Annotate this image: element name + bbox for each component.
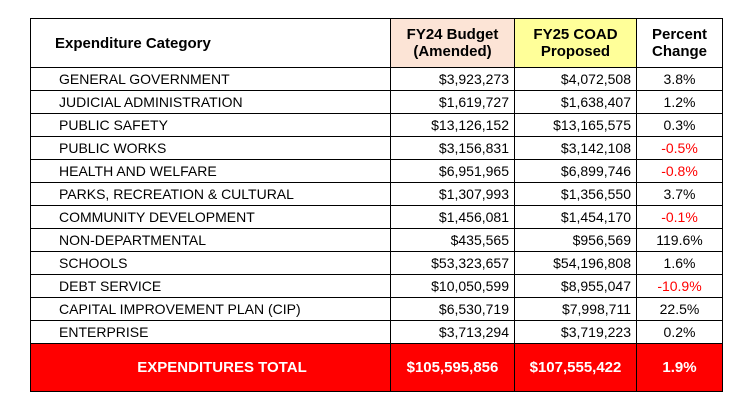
table-body: GENERAL GOVERNMENT $3,923,273 $4,072,508 3.… — [30, 67, 723, 392]
expenditure-table: Expenditure Category FY24 Budget (Amended)… — [30, 18, 723, 392]
data-row: SCHOOLS $53,323,657 $54,196,808 1.6% — [30, 251, 723, 275]
value-cell: $6,530,719 — [390, 297, 515, 321]
value-cell: $3,156,831 — [390, 136, 515, 160]
value-cell: -0.8% — [636, 159, 723, 183]
value-cell: $1,307,993 — [390, 182, 515, 206]
header-line: Change — [651, 43, 707, 60]
category-cell: NON-DEPARTMENTAL — [30, 228, 391, 252]
value-cell: 1.6% — [636, 251, 723, 275]
value-cell: $3,719,223 — [514, 320, 637, 344]
category-cell: PUBLIC WORKS — [30, 136, 391, 160]
column-header: FY25 COAD Proposed — [514, 18, 637, 68]
category-cell: CAPITAL IMPROVEMENT PLAN (CIP) — [30, 297, 391, 321]
data-row: ENTERPRISE $3,713,294 $3,719,223 0.2% — [30, 320, 723, 344]
table-header: Expenditure Category FY24 Budget (Amended)… — [30, 18, 723, 68]
data-row: DEBT SERVICE $10,050,599 $8,955,047 -10.9% — [30, 274, 723, 298]
category-cell: JUDICIAL ADMINISTRATION — [30, 90, 391, 114]
value-cell: $107,555,422 — [514, 343, 637, 392]
value-cell: 1.2% — [636, 90, 723, 114]
value-cell: $13,165,575 — [514, 113, 637, 137]
category-cell: DEBT SERVICE — [30, 274, 391, 298]
total-row: EXPENDITURES TOTAL $105,595,856 $107,555,4… — [30, 343, 723, 392]
value-cell: -10.9% — [636, 274, 723, 298]
category-cell: GENERAL GOVERNMENT — [30, 67, 391, 91]
data-row: PUBLIC WORKS $3,156,831 $3,142,108 -0.5% — [30, 136, 723, 160]
category-cell: COMMUNITY DEVELOPMENT — [30, 205, 391, 229]
value-cell: $4,072,508 — [514, 67, 637, 91]
data-row: HEALTH AND WELFARE $6,951,965 $6,899,746 -0… — [30, 159, 723, 183]
value-cell: $6,899,746 — [514, 159, 637, 183]
header-line: (Amended) — [413, 43, 492, 60]
value-cell: $6,951,965 — [390, 159, 515, 183]
value-cell: $1,454,170 — [514, 205, 637, 229]
header-line: FY25 COAD — [533, 26, 618, 43]
value-cell: 3.7% — [636, 182, 723, 206]
value-cell: $1,619,727 — [390, 90, 515, 114]
value-cell: $7,998,711 — [514, 297, 637, 321]
value-cell: $13,126,152 — [390, 113, 515, 137]
category-cell: ENTERPRISE — [30, 320, 391, 344]
column-header: Percent Change — [636, 18, 723, 68]
data-row: PARKS, RECREATION & CULTURAL $1,307,993 $1… — [30, 182, 723, 206]
data-row: COMMUNITY DEVELOPMENT $1,456,081 $1,454,17… — [30, 205, 723, 229]
data-row: PUBLIC SAFETY $13,126,152 $13,165,575 0.3% — [30, 113, 723, 137]
header-line: Percent — [651, 26, 708, 43]
value-cell: $3,142,108 — [514, 136, 637, 160]
value-cell: $3,713,294 — [390, 320, 515, 344]
data-row: NON-DEPARTMENTAL $435,565 $956,569 119.6% — [30, 228, 723, 252]
value-cell: -0.1% — [636, 205, 723, 229]
header-line: Expenditure Category — [55, 34, 211, 52]
value-cell: $956,569 — [514, 228, 637, 252]
value-cell: 119.6% — [636, 228, 723, 252]
header-row: Expenditure Category FY24 Budget (Amended)… — [30, 18, 723, 68]
value-cell: 1.9% — [636, 343, 723, 392]
column-header: FY24 Budget (Amended) — [390, 18, 515, 68]
value-cell: $8,955,047 — [514, 274, 637, 298]
value-cell: -0.5% — [636, 136, 723, 160]
value-cell: 0.3% — [636, 113, 723, 137]
header-line: FY24 Budget — [406, 26, 499, 43]
value-cell: $3,923,273 — [390, 67, 515, 91]
value-cell: $105,595,856 — [390, 343, 515, 392]
column-header: Expenditure Category — [30, 18, 391, 68]
value-cell: 22.5% — [636, 297, 723, 321]
header-line: Proposed — [540, 43, 611, 60]
data-row: GENERAL GOVERNMENT $3,923,273 $4,072,508 3.… — [30, 67, 723, 91]
value-cell: $54,196,808 — [514, 251, 637, 275]
data-row: CAPITAL IMPROVEMENT PLAN (CIP) $6,530,719… — [30, 297, 723, 321]
value-cell: $1,356,550 — [514, 182, 637, 206]
category-cell: SCHOOLS — [30, 251, 391, 275]
category-cell: HEALTH AND WELFARE — [30, 159, 391, 183]
value-cell: $10,050,599 — [390, 274, 515, 298]
value-cell: $1,456,081 — [390, 205, 515, 229]
value-cell: $435,565 — [390, 228, 515, 252]
value-cell: 3.8% — [636, 67, 723, 91]
data-row: JUDICIAL ADMINISTRATION $1,619,727 $1,638,… — [30, 90, 723, 114]
category-cell: PUBLIC SAFETY — [30, 113, 391, 137]
value-cell: $1,638,407 — [514, 90, 637, 114]
category-cell: PARKS, RECREATION & CULTURAL — [30, 182, 391, 206]
value-cell: $53,323,657 — [390, 251, 515, 275]
value-cell: 0.2% — [636, 320, 723, 344]
category-cell: EXPENDITURES TOTAL — [30, 343, 391, 392]
